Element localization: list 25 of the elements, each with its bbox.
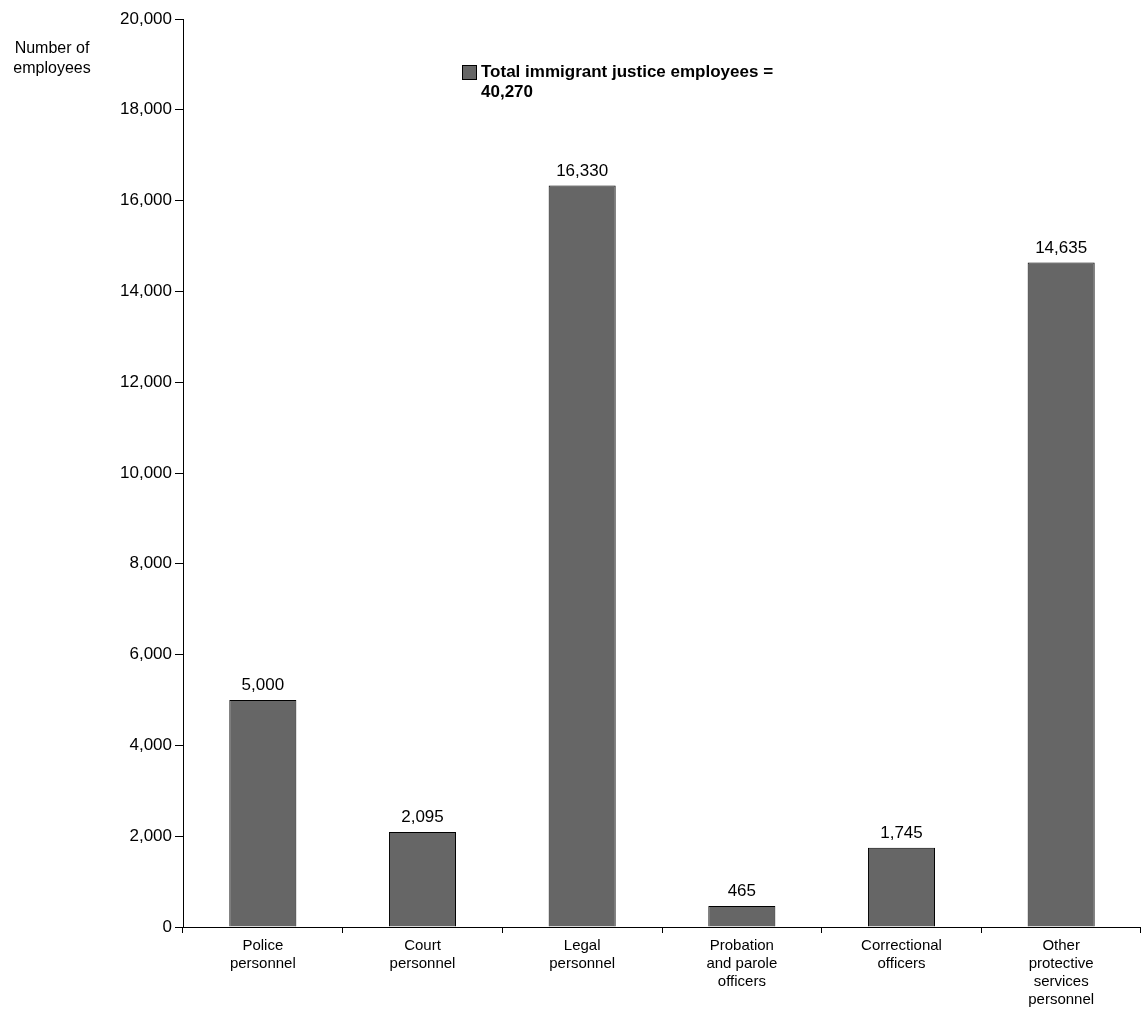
y-tick-label: 4,000 [129,735,172,755]
x-tick-label: Correctional officers [861,936,942,972]
y-tick-label: 18,000 [120,99,172,119]
y-tick-label: 6,000 [129,644,172,664]
data-label: 465 [727,881,757,901]
data-label: 16,330 [556,160,609,180]
x-tick-label: Other protective services personnel [1028,936,1095,1008]
x-tick-label: Probation and parole officers [706,936,778,990]
data-label: 5,000 [241,675,285,695]
y-tick-label: 10,000 [120,462,172,482]
x-tick-label: Court personnel [389,936,456,972]
x-tick-label: Legal personnel [549,936,616,972]
data-label: 2,095 [401,807,444,827]
y-tick-label: 16,000 [120,190,172,210]
y-tick-label: 14,000 [120,281,172,301]
y-tick-label: 8,000 [129,553,172,573]
data-label: 1,745 [880,822,923,842]
data-label: 14,635 [1035,237,1088,257]
y-axis-title: Number of employees [12,38,92,78]
y-tick-label: 2,000 [129,825,172,845]
y-tick-label: 20,000 [120,8,172,28]
legend-label: Total immigrant justice employees = 40,270 [481,62,775,102]
x-tick-label: Police personnel [229,936,296,972]
y-tick-label: 0 [162,916,172,936]
y-tick-label: 12,000 [120,371,172,391]
